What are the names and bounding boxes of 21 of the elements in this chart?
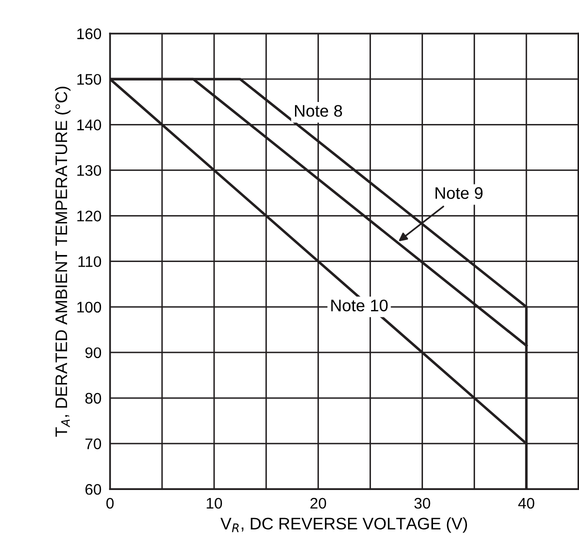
y-tick-label: 160 [77,28,102,40]
y-tick-label: 100 [77,302,102,313]
annotation: Note 8 [295,104,342,117]
x-axis-title: V$_{R}$, DC REVERSE VOLTAGE (V) [220,517,468,533]
x-tick-label: 40 [518,498,534,509]
x-tick-label: 10 [206,498,222,509]
y-tick-label: 140 [77,120,102,130]
y-tick-label: 90 [85,347,102,358]
y-tick-label: 150 [77,74,102,85]
y-tick-label: 70 [85,438,102,450]
y-tick-label: 80 [85,392,102,404]
y-axis-title: T$_{A}$, DERATED AMBIENT TEMPERATURE (°C) [54,86,70,437]
annotation: Note 10 [331,300,388,312]
y-tick-label: 110 [78,256,102,268]
annotation: Note 9 [436,187,483,199]
x-tick-label: 20 [310,498,326,509]
y-tick-label: 120 [77,210,102,222]
x-tick-label: 30 [414,498,430,509]
x-tick-label: 0 [106,498,114,509]
y-tick-label: 60 [85,484,102,495]
y-tick-label: 130 [77,165,102,176]
